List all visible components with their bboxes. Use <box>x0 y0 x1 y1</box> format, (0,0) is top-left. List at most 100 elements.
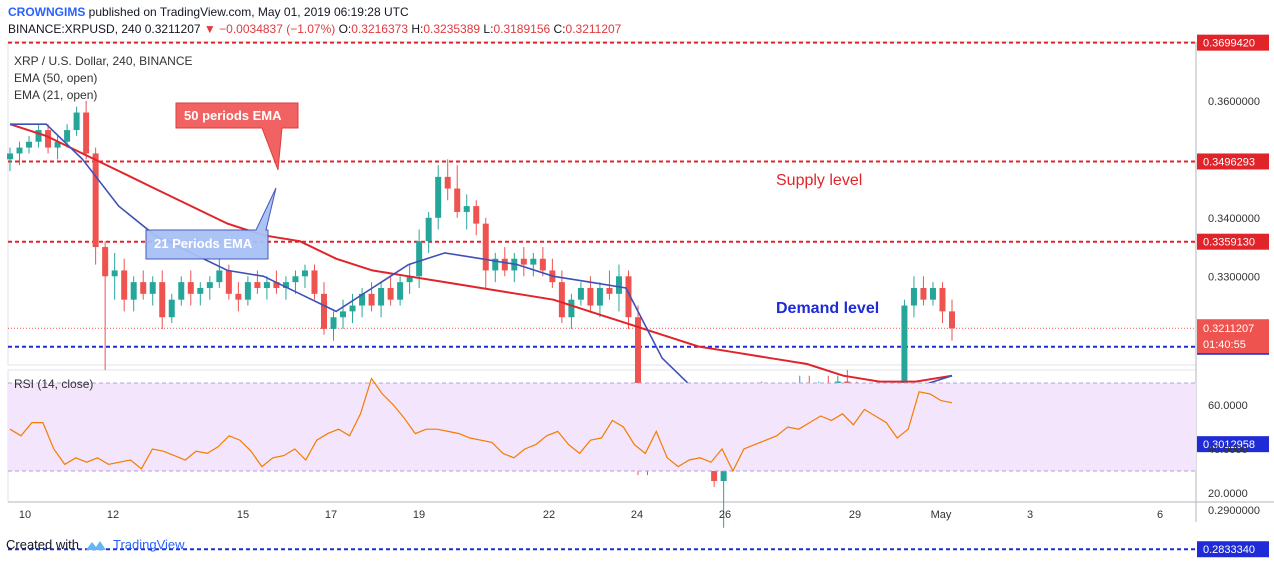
last-price-label: 0.3211207 <box>1203 323 1254 335</box>
candle-body <box>92 153 99 248</box>
candle-body <box>244 282 251 300</box>
candle-body <box>330 317 337 329</box>
candle-body <box>73 112 80 131</box>
countdown-label: 01:40:55 <box>1203 339 1246 351</box>
level-tag-label: 0.2833340 <box>1203 544 1255 556</box>
candle-body <box>282 282 289 288</box>
level-tag-label: 0.3012958 <box>1203 439 1255 451</box>
ema50-callout-text: 50 periods EMA <box>184 108 282 123</box>
rsi-band <box>8 383 1196 471</box>
ohlc-c-label: C: <box>553 22 566 36</box>
ema21-line <box>10 123 953 418</box>
candle-body <box>568 299 575 318</box>
candle-body <box>225 270 232 294</box>
rsi-label: RSI (14, close) <box>14 377 94 391</box>
time-tick-label: 15 <box>237 509 249 521</box>
ohlc-low: 0.3189156 <box>493 22 551 36</box>
candle-body <box>929 287 936 300</box>
candle-body <box>615 276 622 294</box>
candle-body <box>121 270 128 300</box>
level-tag-supply <box>1197 153 1269 170</box>
candle-body <box>159 282 166 318</box>
legend-ema21: EMA (21, open) <box>14 88 98 102</box>
candle-body <box>520 258 527 265</box>
time-tick-label: 19 <box>413 509 425 521</box>
ohlc-l-label: L: <box>483 22 494 36</box>
candle-body <box>340 311 347 318</box>
candle-body <box>45 130 52 148</box>
time-tick-label: May <box>931 509 952 521</box>
level-tag-demand <box>1197 541 1269 558</box>
candle-body <box>83 112 90 154</box>
ohlc-open: 0.3216373 <box>351 22 408 36</box>
candle-body <box>625 276 632 318</box>
rsi-line <box>9 377 953 473</box>
candle-body <box>530 258 537 265</box>
candle-body <box>577 287 584 300</box>
level-tag-supply <box>1197 34 1269 51</box>
candle-body <box>311 270 318 294</box>
time-tick-label: 29 <box>849 509 861 521</box>
candle-body <box>901 305 908 394</box>
candle-body <box>54 141 61 148</box>
ohlc-high: 0.3235389 <box>423 22 481 36</box>
candle-body <box>596 287 603 306</box>
legend-ema50: EMA (50, open) <box>14 71 98 85</box>
tradingview-brand[interactable]: TradingView <box>112 537 185 552</box>
last-price-tag <box>1197 319 1269 354</box>
down-arrow-icon: ▼ <box>203 22 216 36</box>
candle-body <box>301 270 308 277</box>
candle-body <box>206 282 213 288</box>
time-tick-label: 6 <box>1157 509 1163 521</box>
author-name[interactable]: CROWNGIMS <box>8 5 86 19</box>
candle-body <box>910 287 917 306</box>
candle-body <box>435 176 442 218</box>
candle-body <box>254 282 261 288</box>
candle-body <box>368 293 375 306</box>
time-tick-label: 22 <box>543 509 555 521</box>
candle-body <box>444 176 451 189</box>
candle-body <box>235 293 242 300</box>
candle-body <box>463 206 470 212</box>
candle-body <box>187 282 194 294</box>
time-tick-label: 24 <box>631 509 643 521</box>
publish-line: CROWNGIMS published on TradingView.com, … <box>8 5 409 19</box>
publish-text: published on TradingView.com, May 01, 20… <box>88 5 409 19</box>
candle-body <box>482 223 489 271</box>
candle-body <box>587 287 594 306</box>
ema50-callout-bubble <box>175 102 299 171</box>
candle-body <box>16 147 23 154</box>
time-tick-label: 3 <box>1027 509 1033 521</box>
ema50-callout: 50 periods EMA <box>175 102 299 171</box>
ohlc-h-label: H: <box>411 22 424 36</box>
level-tag-demand <box>1197 436 1269 453</box>
footer: Created with TradingView <box>6 537 185 552</box>
price-tick-label: 0.3400000 <box>1208 213 1260 225</box>
candle-body <box>454 188 461 212</box>
candle-body <box>501 258 508 271</box>
candle-body <box>416 241 423 277</box>
candle-body <box>539 258 546 271</box>
price-tick-label: 0.3600000 <box>1208 96 1260 108</box>
candle-body <box>7 153 13 160</box>
candle-body <box>149 282 156 294</box>
demand-level-text: Demand level <box>776 300 879 317</box>
time-tick-label: 26 <box>719 509 731 521</box>
candle-body <box>216 270 223 283</box>
candle-body <box>102 247 109 277</box>
symbol-label: BINANCE:XRPUSD, 240 <box>8 22 142 36</box>
candle-body <box>321 293 327 329</box>
created-with-text: Created with <box>6 537 79 552</box>
candle-body <box>387 287 394 300</box>
candle-body <box>359 293 366 306</box>
ema21-callout-text: 21 Periods EMA <box>154 236 253 251</box>
level-tag-label: 0.3496293 <box>1203 156 1255 168</box>
candle-body <box>263 282 270 288</box>
ema50-line <box>9 123 953 383</box>
ema21-callout-bubble <box>145 187 277 260</box>
candle-body <box>178 282 185 300</box>
time-tick-label: 12 <box>107 509 119 521</box>
ohlc-o-label: O: <box>338 22 352 36</box>
time-tick-label: 10 <box>19 509 31 521</box>
